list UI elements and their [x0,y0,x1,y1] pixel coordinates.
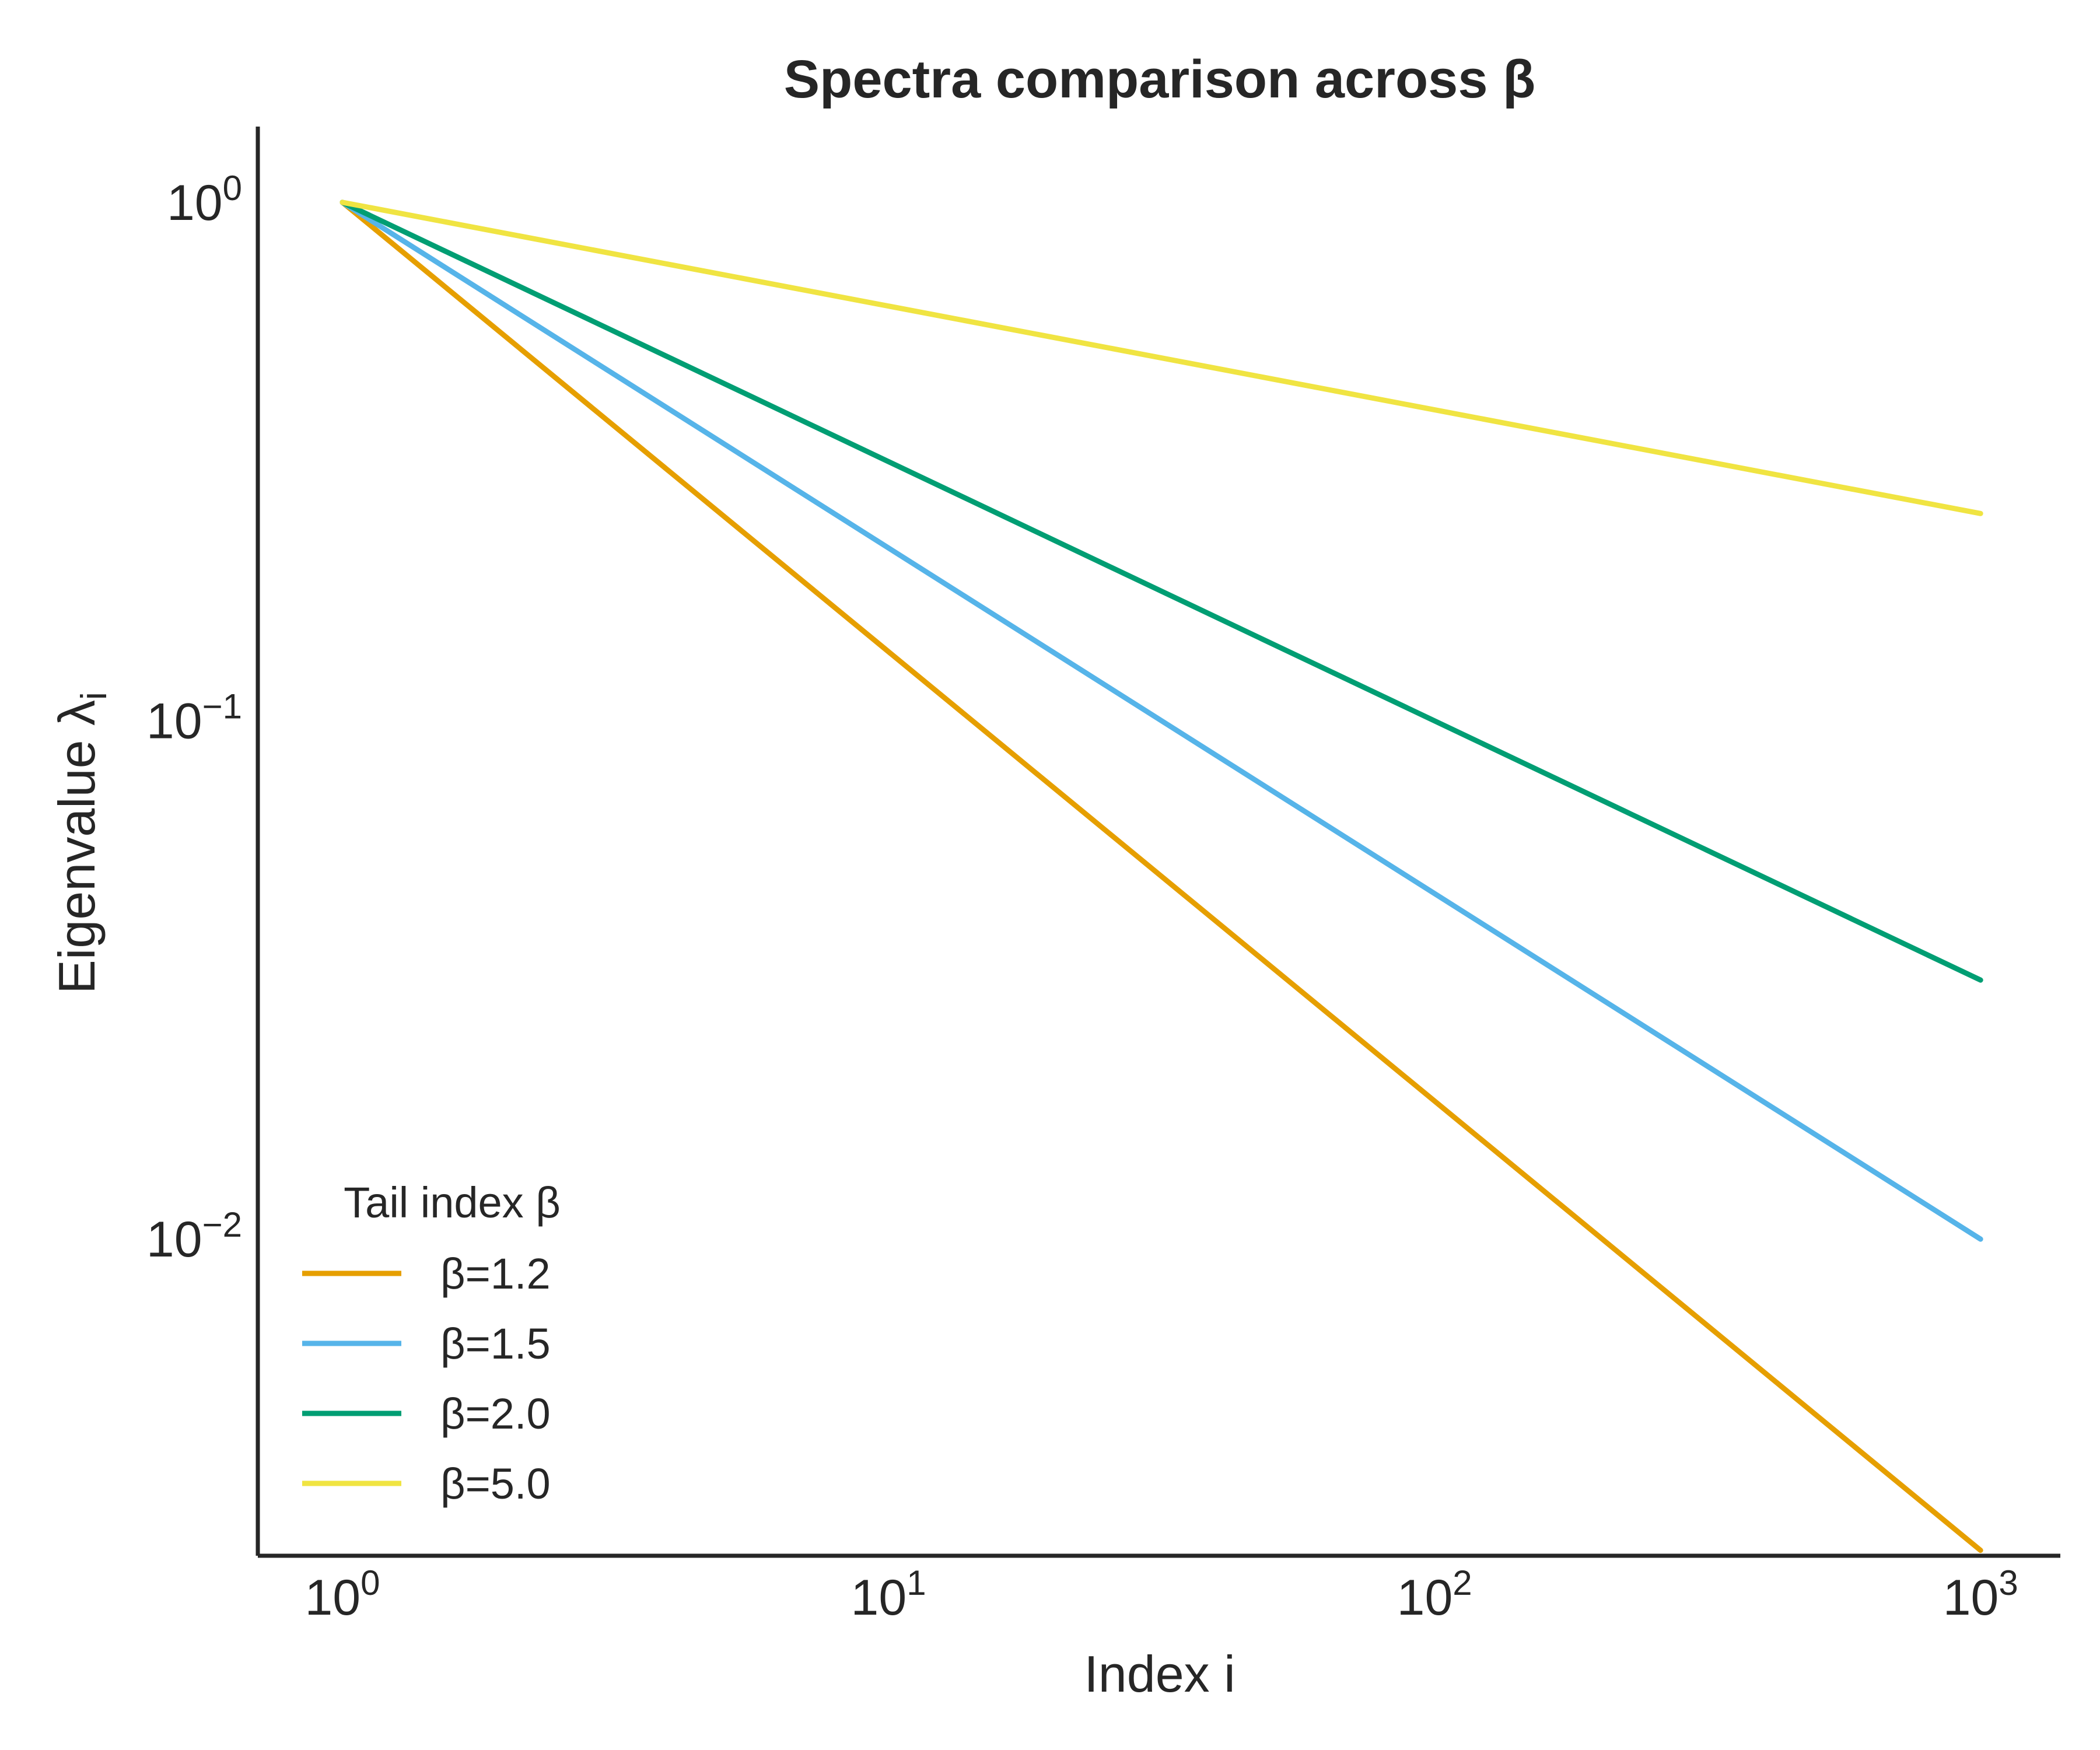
y-axis-label-subscript: i [74,692,114,700]
x-tick-label-1: 100 [304,1563,380,1626]
y-tick-label-2: 10−1 [146,687,242,750]
series-line-3 [340,200,1983,983]
y-axis-label-main: Eigenvalue λ [48,700,106,994]
y-tick-label-1: 100 [167,169,242,231]
legend-label-2: β=1.5 [440,1320,551,1368]
chart-title: Spectra comparison across β [784,50,1535,109]
y-tick-labels: 100 10−1 10−2 [146,169,242,1268]
legend-title: Tail index β [344,1178,561,1227]
x-axis-label: Index i [1084,1645,1235,1703]
y-axis-label: Eigenvalue λi [48,692,114,994]
legend-label-4: β=5.0 [440,1460,551,1508]
series-line-4 [340,200,1983,516]
x-tick-labels: 100 101 102 103 [304,1563,2018,1626]
legend-label-3: β=2.0 [440,1390,551,1438]
x-tick-label-3: 102 [1397,1563,1472,1626]
legend: Tail index β β=1.2 β=1.5 β=2.0 β=5.0 [302,1178,561,1508]
y-tick-label-3: 10−2 [146,1205,242,1268]
series-group [340,200,1983,1553]
plot-area [256,127,2060,1558]
series-line-1 [340,200,1983,1553]
x-tick-label-2: 101 [851,1563,926,1626]
x-tick-label-4: 103 [1943,1563,2018,1626]
legend-label-1: β=1.2 [440,1250,551,1298]
series-line-2 [340,200,1983,1242]
